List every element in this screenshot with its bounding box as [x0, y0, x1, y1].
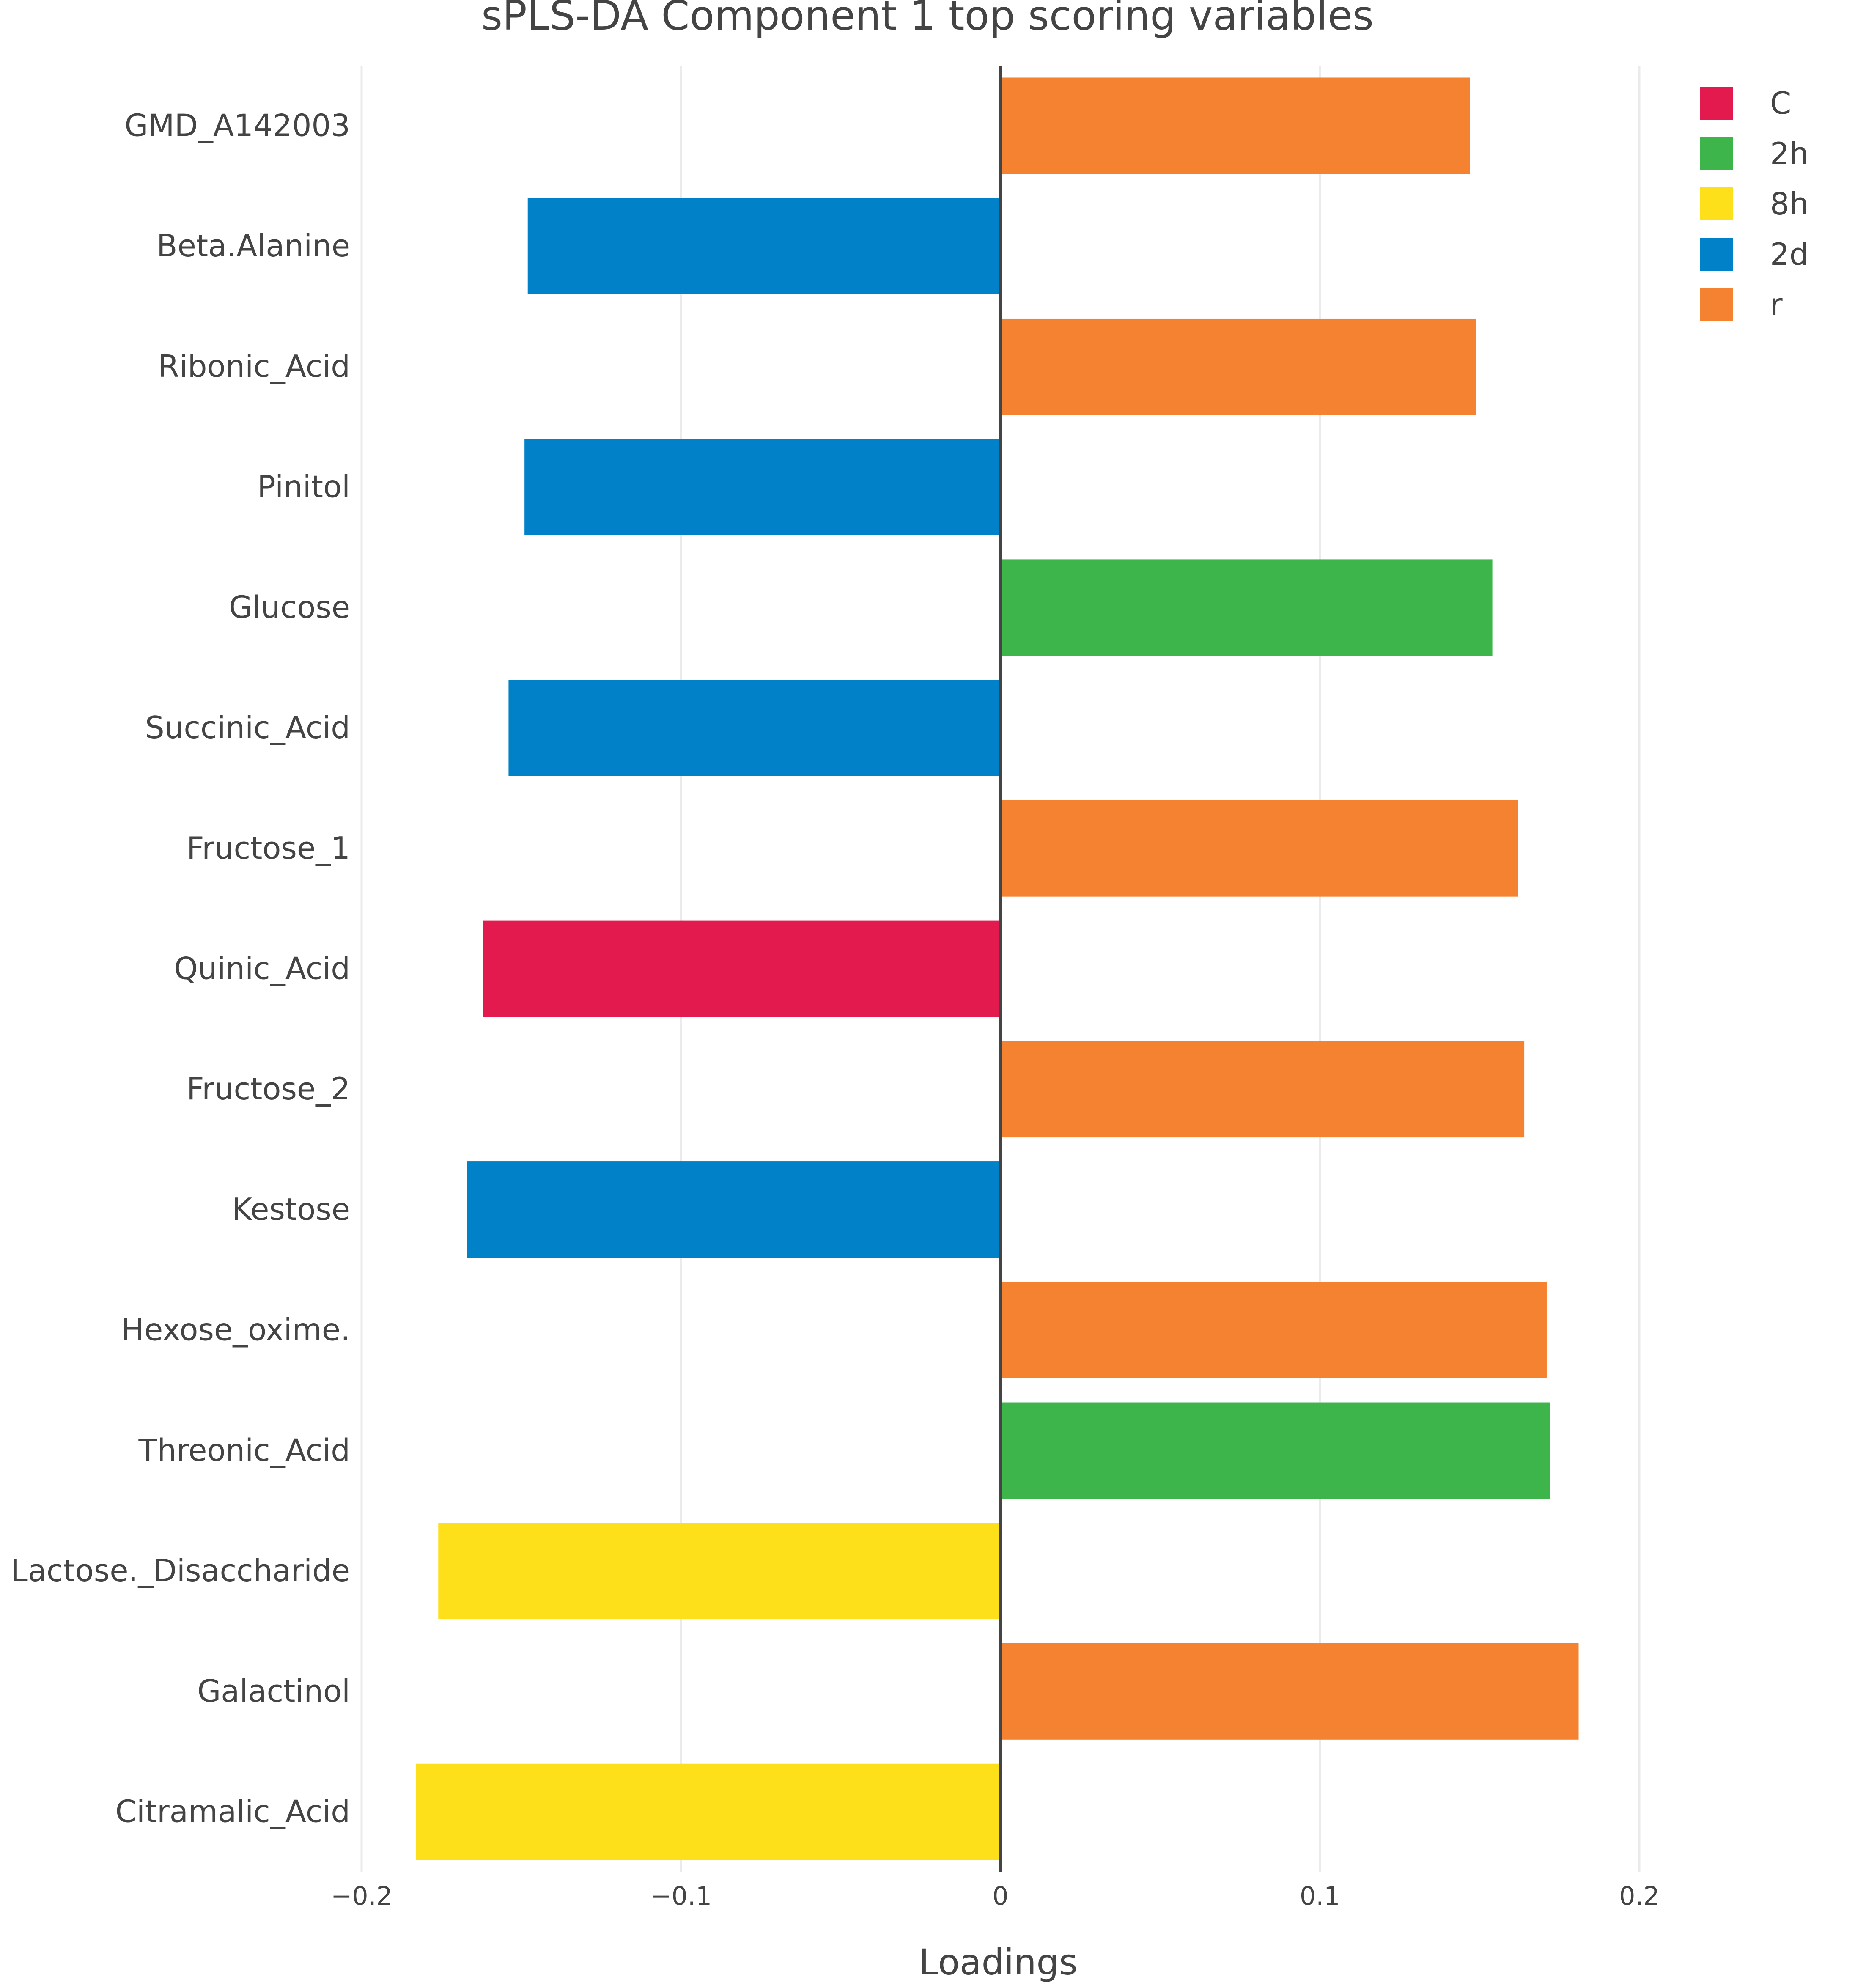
- category-label: Citramalic_Acid: [115, 1794, 350, 1829]
- category-label: Succinic_Acid: [145, 710, 350, 745]
- x-tick-label: 0: [992, 1881, 1008, 1911]
- legend-swatch: [1700, 137, 1733, 170]
- bar: [527, 198, 1001, 294]
- legend-label: 2d: [1770, 236, 1809, 272]
- category-label: Lactose._Disaccharide: [11, 1553, 350, 1588]
- category-label: Hexose_oxime.: [121, 1312, 350, 1348]
- bar: [524, 439, 1001, 535]
- legend-swatch: [1700, 288, 1733, 321]
- bar: [1000, 77, 1470, 174]
- bar: [1000, 1643, 1579, 1740]
- legend-swatch: [1700, 87, 1733, 120]
- x-tick-label: −0.2: [331, 1881, 392, 1911]
- category-label: Threonic_Acid: [138, 1432, 350, 1468]
- category-label: Beta.Alanine: [156, 228, 350, 264]
- legend-label: C: [1770, 85, 1791, 121]
- category-label: Kestose: [232, 1192, 350, 1227]
- category-label: Fructose_1: [187, 830, 350, 866]
- x-tick-label: 0.2: [1619, 1881, 1659, 1911]
- bar: [438, 1523, 1001, 1620]
- legend-label: r: [1770, 287, 1783, 322]
- bar: [416, 1763, 1001, 1860]
- legend-swatch: [1700, 187, 1733, 220]
- category-label: Glucose: [229, 589, 350, 625]
- category-label: GMD_A142003: [125, 107, 350, 143]
- x-tick-label: 0.1: [1300, 1881, 1340, 1911]
- legend-swatch: [1700, 238, 1733, 271]
- category-labels: GMD_A142003 Beta.Alanine Ribonic_Acid Pinit…: [11, 107, 350, 1829]
- bar: [1000, 1402, 1550, 1499]
- bar: [1000, 318, 1476, 415]
- bar: [483, 920, 1001, 1017]
- category-label: Pinitol: [257, 469, 350, 505]
- category-label: Fructose_2: [187, 1071, 350, 1107]
- category-label: Ribonic_Acid: [158, 349, 350, 384]
- category-label: Quinic_Acid: [174, 951, 350, 986]
- bar: [1000, 800, 1518, 897]
- legend-label: 2h: [1770, 136, 1808, 171]
- bar: [1000, 559, 1493, 656]
- bar: [1000, 1282, 1547, 1378]
- legend-label: 8h: [1770, 186, 1808, 222]
- bars: [416, 77, 1579, 1860]
- x-tick-labels: −0.2 −0.1 0 0.1 0.2: [331, 1881, 1660, 1911]
- category-label: Galactinol: [197, 1673, 350, 1709]
- bar: [467, 1161, 1001, 1258]
- bar: [508, 680, 1001, 776]
- legend: C 2h 8h 2d r: [1700, 85, 1809, 322]
- bar: [1000, 1041, 1525, 1138]
- x-tick-label: −0.1: [650, 1881, 712, 1911]
- x-axis-title: Loadings: [919, 1941, 1077, 1983]
- chart-title: sPLS-DA Component 1 top scoring variable…: [481, 0, 1374, 39]
